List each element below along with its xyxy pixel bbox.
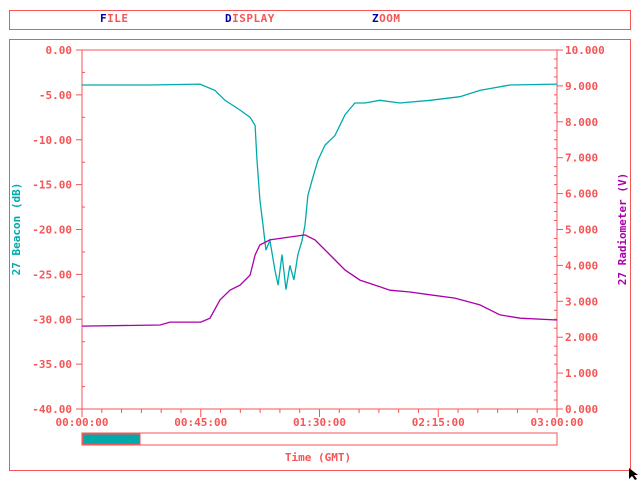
- y-tick-label: -15.00: [32, 179, 72, 192]
- menu-display-label: ISPLAY: [232, 12, 275, 25]
- x-tick-label: 00:45:00: [174, 416, 227, 429]
- y-tick-label: -25.00: [32, 268, 72, 281]
- y-tick-label: -35.00: [32, 358, 72, 371]
- y2-tick-label: 2.000: [565, 331, 598, 344]
- x-tick-label: 01:30:00: [293, 416, 346, 429]
- y2-tick-label: 5.000: [565, 224, 598, 237]
- beacon-series-line: [82, 83, 558, 290]
- menu-zoom[interactable]: ZOOM: [372, 12, 401, 25]
- y2-tick-label: 1.000: [565, 367, 598, 380]
- menu-file-label: ILE: [107, 12, 129, 25]
- scrollbar-thumb[interactable]: [82, 433, 141, 445]
- y2-tick-label: 6.000: [565, 188, 598, 201]
- y2-tick-label: 4.000: [565, 259, 598, 272]
- menu-bar: FILE DISPLAY ZOOM: [9, 10, 631, 30]
- y2-tick-label: 0.000: [565, 403, 598, 416]
- y-tick-label: -40.00: [32, 403, 72, 416]
- menu-display[interactable]: DISPLAY: [225, 12, 275, 25]
- y-tick-label: -5.00: [39, 89, 72, 102]
- y-tick-label: -30.00: [32, 313, 72, 326]
- x-tick-label: 02:15:00: [412, 416, 465, 429]
- y2-tick-label: 3.000: [565, 295, 598, 308]
- x-tick-label: 00:00:00: [56, 416, 109, 429]
- y2-tick-label: 9.000: [565, 80, 598, 93]
- y-tick-label: -20.00: [32, 224, 72, 237]
- menu-file-hotkey: F: [100, 12, 108, 25]
- y2-axis-label: 27 Radiometer (V): [616, 173, 629, 286]
- y2-tick-label: 8.000: [565, 116, 598, 129]
- y2-tick-label: 7.000: [565, 152, 598, 165]
- y2-tick-label: 10.000: [565, 44, 605, 57]
- menu-display-hotkey: D: [225, 12, 233, 25]
- menu-file[interactable]: FILE: [100, 12, 129, 25]
- y-axis-label: 27 Beacon (dB): [10, 183, 23, 276]
- menu-zoom-label: OOM: [379, 12, 401, 25]
- y-tick-label: 0.00: [46, 44, 73, 57]
- x-axis-label: Time (GMT): [285, 451, 351, 464]
- menu-zoom-hotkey: Z: [372, 12, 380, 25]
- scrollbar-track[interactable]: [81, 432, 558, 446]
- mouse-pointer-icon: [629, 468, 638, 480]
- radiometer-series-line: [81, 234, 558, 327]
- y-tick-label: -10.00: [32, 134, 72, 147]
- chart-panel: [9, 39, 631, 471]
- x-tick-label: 03:00:00: [531, 416, 584, 429]
